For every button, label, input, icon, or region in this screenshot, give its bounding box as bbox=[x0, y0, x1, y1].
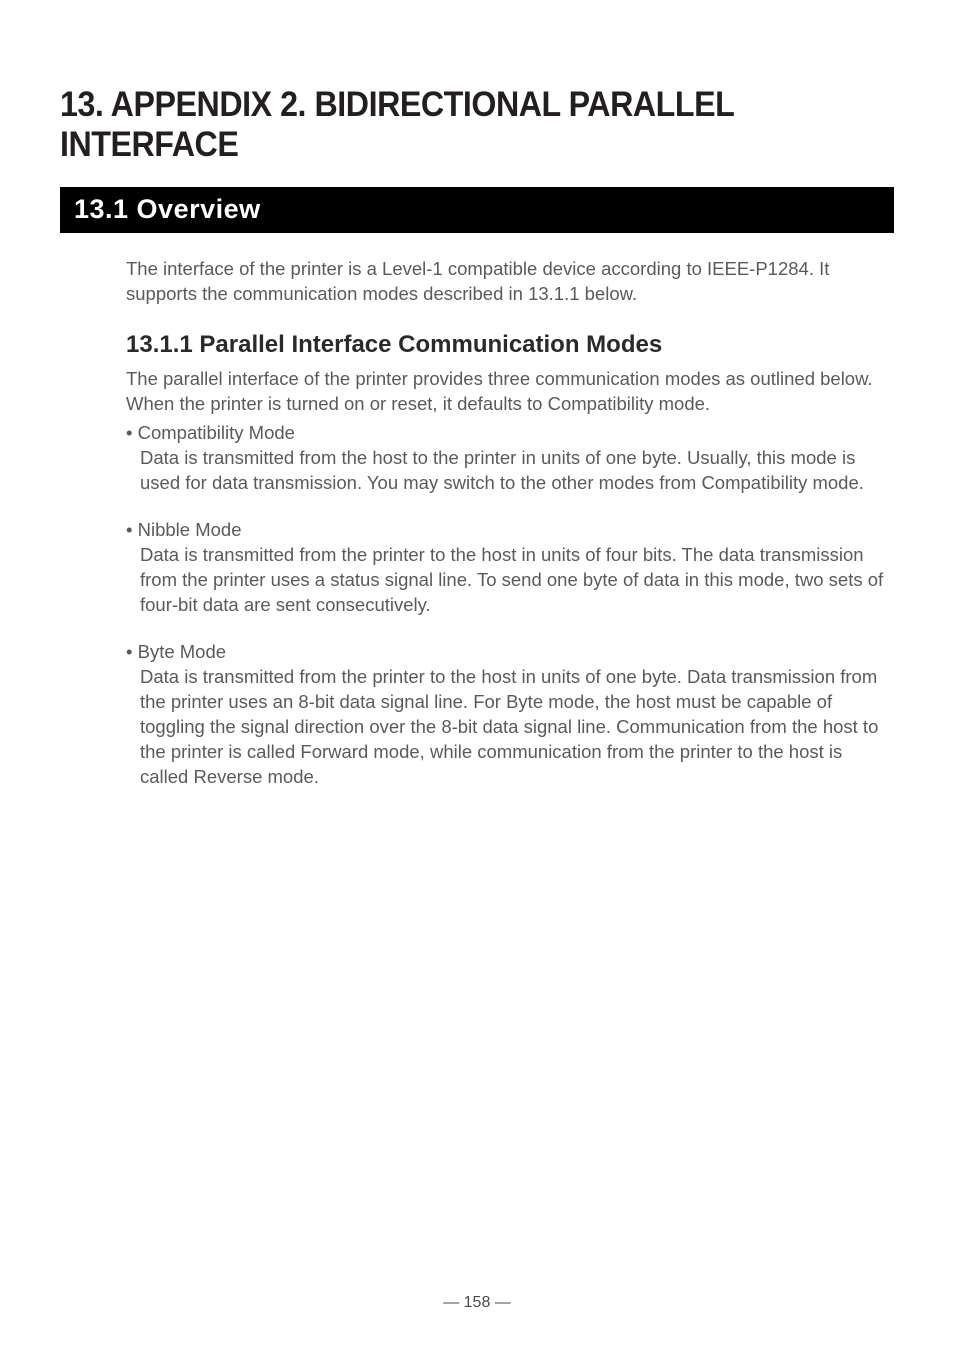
mode-label: • Byte Mode bbox=[126, 640, 884, 665]
document-page: 13. APPENDIX 2. BIDIRECTIONAL PARALLEL I… bbox=[0, 0, 954, 1352]
page-footer: — 158 — bbox=[0, 1294, 954, 1312]
mode-body: Data is transmitted from the host to the… bbox=[126, 446, 884, 496]
section-body: The interface of the printer is a Level-… bbox=[60, 257, 894, 789]
subsection-heading: 13.1.1 Parallel Interface Communication … bbox=[126, 331, 884, 359]
page-number: — 158 — bbox=[443, 1294, 511, 1311]
mode-label: • Compatibility Mode bbox=[126, 421, 884, 446]
mode-body: Data is transmitted from the printer to … bbox=[126, 543, 884, 618]
section-heading-text: 13.1 Overview bbox=[74, 194, 261, 224]
section-heading-bar: 13.1 Overview bbox=[60, 187, 894, 233]
section-intro-paragraph: The interface of the printer is a Level-… bbox=[126, 257, 884, 307]
mode-body: Data is transmitted from the printer to … bbox=[126, 665, 884, 790]
chapter-title: 13. APPENDIX 2. BIDIRECTIONAL PARALLEL I… bbox=[60, 85, 827, 165]
subsection-intro-paragraph: The parallel interface of the printer pr… bbox=[126, 367, 884, 417]
mode-label: • Nibble Mode bbox=[126, 518, 884, 543]
